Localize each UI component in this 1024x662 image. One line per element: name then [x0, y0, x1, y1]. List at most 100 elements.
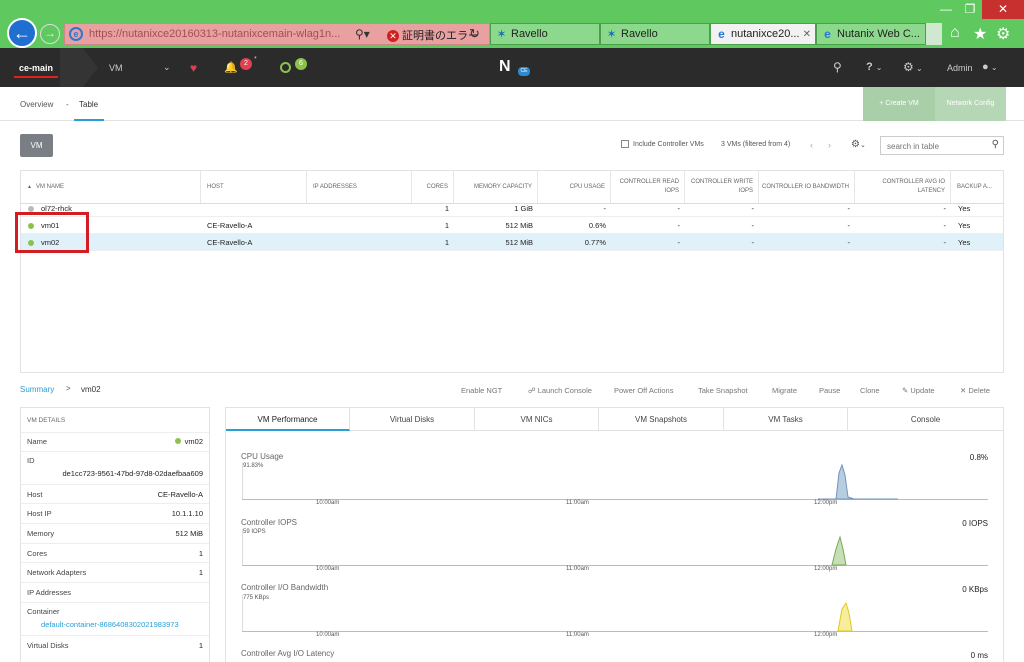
- tab-vm-tasks[interactable]: VM Tasks: [724, 408, 848, 431]
- table-row-selected[interactable]: vm02 CE-Ravello-A 1 512 MiB 0.77% - - - …: [21, 234, 1003, 251]
- health-heart-icon[interactable]: ♥: [190, 61, 198, 75]
- table-search-input[interactable]: [887, 140, 987, 152]
- tasks-count-badge: 6: [295, 58, 307, 70]
- detail-value-cores: 1: [198, 549, 203, 558]
- clone-action[interactable]: Clone: [860, 386, 880, 395]
- settings-gear-icon[interactable]: ⚙: [996, 26, 1011, 43]
- browser-tab-label: nutanixce20...: [731, 28, 800, 40]
- column-header-vm-name[interactable]: ▲ VM NAME: [21, 171, 201, 203]
- prev-page-icon[interactable]: ‹: [810, 140, 813, 150]
- create-vm-button[interactable]: + Create VM: [863, 87, 935, 121]
- search-icon[interactable]: ⚲▾: [355, 27, 370, 41]
- column-header-io-latency[interactable]: CONTROLLER AVG IO LATENCY: [855, 171, 951, 203]
- detail-value-host: CE-Ravello-A: [157, 490, 203, 499]
- settings-gear-icon[interactable]: ⚙ ⌄: [903, 60, 923, 74]
- vm-cpu: 0.77%: [584, 238, 606, 247]
- column-header-ip[interactable]: IP ADDRESSES: [307, 171, 412, 203]
- detail-value-virtual-disks: 1: [198, 641, 203, 650]
- column-header-cpu[interactable]: CPU USAGE: [538, 171, 611, 203]
- vm-name[interactable]: vm02: [41, 238, 60, 247]
- close-window-button[interactable]: ✕: [982, 0, 1024, 19]
- divider: [21, 635, 209, 636]
- column-header-memory[interactable]: MEMORY CAPACITY: [454, 171, 538, 203]
- address-text[interactable]: https://nutanixce20160313-nutanixcemain-…: [89, 28, 341, 40]
- forward-button[interactable]: →: [40, 24, 60, 44]
- new-tab-button[interactable]: [926, 23, 942, 45]
- minimize-button[interactable]: —: [940, 2, 952, 16]
- update-action[interactable]: ✎ Update: [902, 386, 935, 395]
- summary-link[interactable]: Summary: [20, 385, 55, 394]
- pause-action[interactable]: Pause: [819, 386, 841, 395]
- vm-io-latency: -: [943, 204, 947, 213]
- column-header-backup[interactable]: BACKUP A...: [957, 183, 992, 190]
- next-page-icon[interactable]: ›: [828, 140, 831, 150]
- tab-overview[interactable]: Overview: [20, 100, 54, 109]
- launch-console-action[interactable]: ☍ Launch Console: [528, 386, 592, 395]
- graph-y-axis: [242, 529, 243, 565]
- tab-vm-performance[interactable]: VM Performance: [226, 408, 350, 431]
- column-header-read-iops[interactable]: CONTROLLER READ IOPS: [611, 171, 685, 203]
- user-avatar-icon[interactable]: ● ⌄: [982, 61, 998, 73]
- refresh-icon[interactable]: ↻: [469, 26, 480, 41]
- status-dot: [28, 240, 34, 246]
- divider: [21, 484, 209, 485]
- container-link[interactable]: default-container-8686408302021983973: [41, 620, 179, 629]
- back-button[interactable]: ←: [7, 18, 37, 48]
- tab-vm-snapshots[interactable]: VM Snapshots: [599, 408, 724, 431]
- column-header-write-iops[interactable]: CONTROLLER WRITE IOPS: [685, 171, 759, 203]
- detail-label: Network Adapters: [27, 568, 87, 577]
- column-header-cores[interactable]: CORES: [412, 171, 454, 203]
- browser-tab[interactable]: e Nutanix Web C...: [816, 23, 926, 45]
- cpu-usage-sparkline: [818, 463, 898, 500]
- graph-title: Controller Avg I/O Latency: [241, 649, 335, 658]
- table-settings-gear-icon[interactable]: ⚙⌄: [851, 139, 866, 150]
- tab-console[interactable]: Console: [848, 408, 1003, 431]
- certificate-error[interactable]: ✕ 証明書のエラー: [387, 27, 479, 43]
- tab-virtual-disks[interactable]: Virtual Disks: [350, 408, 475, 431]
- vm-filter-button[interactable]: VM: [20, 134, 53, 157]
- alert-bell-icon[interactable]: 🔔: [224, 62, 238, 74]
- annotation-highlight-box: [15, 212, 89, 253]
- vm-io-latency: -: [943, 221, 947, 230]
- controller-bandwidth-sparkline: [837, 601, 853, 632]
- address-bar[interactable]: e https://nutanixce20160313-nutanixcemai…: [64, 23, 490, 45]
- delete-action[interactable]: ✕ Delete: [960, 386, 990, 395]
- migrate-action[interactable]: Migrate: [772, 386, 798, 395]
- tab-table[interactable]: Table: [79, 100, 99, 109]
- network-config-button[interactable]: Network Config: [935, 87, 1006, 121]
- chevron-down-icon[interactable]: ⌄: [163, 62, 171, 72]
- close-tab-icon[interactable]: ✕: [802, 29, 811, 40]
- user-menu[interactable]: Admin: [947, 63, 973, 73]
- restore-button[interactable]: ❐: [964, 2, 976, 16]
- vm-name[interactable]: ol72-rhck: [41, 204, 72, 213]
- home-icon[interactable]: ⌂: [950, 24, 960, 41]
- time-tick: 10:00am: [316, 500, 340, 506]
- search-icon[interactable]: ⚲: [991, 139, 999, 150]
- power-off-actions[interactable]: Power Off Actions: [614, 386, 674, 395]
- browser-tab[interactable]: ✶ Ravello: [490, 23, 600, 45]
- detail-label: IP Addresses: [27, 588, 72, 597]
- table-row[interactable]: ol72-rhck 1 1 GiB - - - - - Yes: [21, 200, 1003, 217]
- column-header-io-bandwidth[interactable]: CONTROLLER IO BANDWIDTH: [759, 171, 855, 203]
- cluster-name[interactable]: ce-main: [19, 63, 54, 73]
- graph-current-value: 0.8%: [969, 453, 988, 462]
- search-icon[interactable]: ⚲: [833, 60, 842, 74]
- section-menu[interactable]: VM: [109, 63, 123, 73]
- vm-name[interactable]: vm01: [41, 221, 60, 230]
- tab-vm-nics[interactable]: VM NICs: [475, 408, 599, 431]
- vm-cores: 1: [444, 204, 449, 213]
- include-cvm-checkbox[interactable]: [621, 140, 629, 148]
- table-row[interactable]: vm01 CE-Ravello-A 1 512 MiB 0.6% - - - -…: [21, 217, 1003, 234]
- take-snapshot-action[interactable]: Take Snapshot: [698, 386, 748, 395]
- column-header-host[interactable]: HOST: [201, 171, 307, 203]
- sort-asc-icon: ▲: [27, 183, 32, 190]
- browser-tab-active[interactable]: e nutanixce20... ✕: [710, 23, 816, 45]
- vm-host: CE-Ravello-A: [207, 221, 253, 230]
- favorites-star-icon[interactable]: ★: [973, 26, 988, 43]
- tasks-ring-icon[interactable]: [280, 62, 291, 73]
- help-menu[interactable]: ? ⌄: [866, 61, 883, 73]
- divider: [21, 432, 209, 433]
- ie-page-icon: e: [718, 27, 725, 41]
- browser-tab[interactable]: ✶ Ravello: [600, 23, 710, 45]
- enable-ngt-action[interactable]: Enable NGT: [461, 386, 503, 395]
